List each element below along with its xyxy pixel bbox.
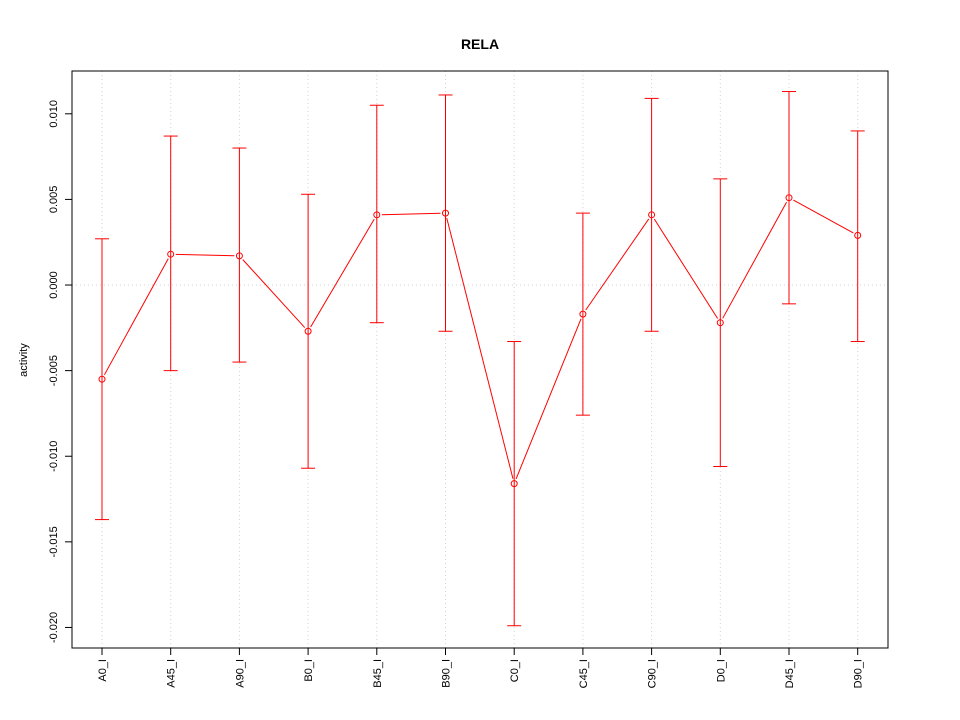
plot-frame — [71, 70, 889, 649]
x-tick-label: C45_I — [578, 659, 590, 688]
x-tick-label: B90_I — [441, 659, 453, 688]
data-point — [373, 211, 381, 219]
error-bar — [438, 94, 453, 332]
y-axis: -0.020 -0.015 -0.010 -0.005 0.000 0.005 0.010 — [48, 100, 73, 643]
x-tick-label: A90_I — [234, 659, 246, 688]
series-line-segment — [515, 318, 582, 480]
series-line-segment — [722, 201, 788, 319]
x-tick-label: C90_I — [647, 659, 659, 688]
error-bar — [95, 238, 109, 521]
y-tick-label: -0.015 — [48, 526, 60, 557]
y-tick-label: 0.010 — [48, 100, 60, 128]
data-point — [510, 480, 518, 488]
x-tick-label: C0_I — [509, 659, 521, 682]
error-bar — [301, 193, 316, 469]
error-bar — [782, 91, 796, 305]
series-line-layer — [103, 199, 854, 480]
x-axis: A0_I A45_I A90_I B0_I B45_I B90_I C0_I C45_I C90… — [97, 647, 865, 688]
series-line-segment — [103, 258, 169, 376]
y-tick-label: -0.020 — [48, 612, 60, 643]
data-point — [235, 252, 243, 260]
y-tick-label: 0.000 — [48, 271, 60, 299]
data-point — [785, 194, 793, 202]
y-tick-label: 0.005 — [48, 186, 60, 214]
data-point — [167, 250, 175, 258]
x-tick-label: D0_I — [715, 659, 727, 682]
error-bar — [644, 97, 659, 332]
series-line-segment — [653, 218, 719, 319]
data-point — [442, 209, 449, 217]
series-line-segment — [310, 218, 375, 328]
error-bars — [95, 91, 865, 627]
error-bar — [507, 341, 522, 627]
grid-layer — [72, 71, 888, 648]
x-tick-label: B45_I — [372, 659, 384, 688]
error-bar — [369, 104, 384, 324]
error-bar — [850, 130, 865, 343]
error-bar — [575, 212, 590, 416]
series-line-segment — [446, 217, 514, 479]
y-tick-label: -0.005 — [48, 355, 60, 386]
x-tick-label: A45_I — [166, 659, 178, 688]
series-line-segment — [793, 199, 854, 234]
data-point — [98, 375, 106, 383]
series-line-segment — [381, 212, 441, 216]
data-point — [579, 310, 587, 318]
data-point — [854, 231, 862, 239]
error-bar — [232, 147, 247, 363]
data-point — [304, 327, 312, 335]
data-point — [648, 211, 656, 219]
data-point — [716, 319, 724, 327]
chart-title: RELA — [461, 36, 499, 52]
x-tick-label: D45_I — [784, 659, 796, 688]
data-points — [98, 194, 862, 488]
series-line-segment — [585, 218, 650, 311]
series-line-segment — [242, 259, 306, 328]
error-bar — [713, 178, 728, 468]
x-tick-label: A0_I — [97, 659, 109, 682]
x-tick-label: B0_I — [303, 659, 315, 682]
series-line-segment — [175, 253, 235, 257]
x-tick-label: D90_I — [853, 659, 865, 688]
error-bar — [163, 135, 178, 372]
y-axis-label: activity — [18, 343, 30, 377]
y-tick-label: -0.010 — [48, 441, 60, 472]
